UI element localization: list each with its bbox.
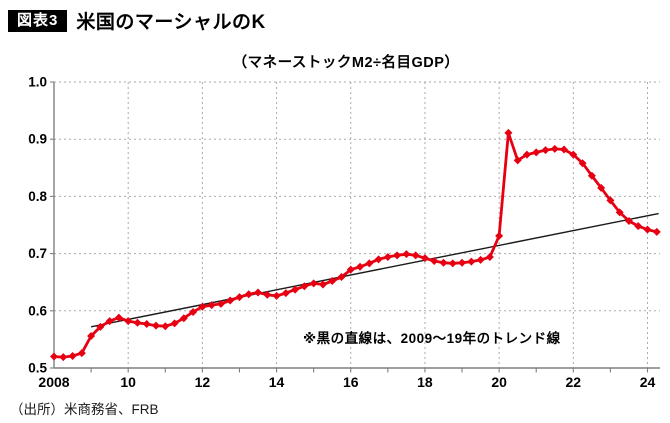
data-point-marker: [291, 285, 300, 294]
data-point-marker: [606, 196, 615, 205]
data-point-marker: [513, 156, 522, 165]
data-point-marker: [634, 222, 643, 231]
data-point-marker: [254, 288, 263, 297]
y-tick-label: 0.8: [28, 189, 47, 204]
data-point-marker: [578, 159, 587, 168]
data-point-marker: [439, 258, 448, 267]
figure-number-badge: 図表3: [8, 9, 68, 32]
data-point-marker: [337, 273, 346, 282]
data-point-marker: [226, 296, 235, 305]
y-tick-label: 0.7: [28, 246, 47, 261]
data-point-marker: [281, 289, 290, 298]
y-tick-label: 1.0: [28, 75, 47, 90]
data-point-marker: [411, 251, 420, 260]
data-point-marker: [161, 322, 170, 331]
data-point-marker: [541, 146, 550, 155]
data-point-marker: [495, 231, 504, 240]
figure-header: 図表3 米国のマーシャルのK: [8, 7, 266, 34]
data-point-marker: [430, 257, 439, 266]
data-point-marker: [476, 255, 485, 264]
figure-title: 米国のマーシャルのK: [76, 12, 266, 33]
data-point-marker: [77, 349, 86, 358]
data-point-marker: [374, 255, 383, 264]
y-tick-label: 0.9: [28, 132, 47, 147]
data-point-marker: [587, 171, 596, 180]
data-point-marker: [96, 322, 105, 331]
data-point-marker: [615, 208, 624, 217]
data-point-marker: [142, 319, 151, 328]
data-point-marker: [59, 353, 68, 362]
x-tick-label: 22: [566, 374, 582, 390]
data-point-marker: [569, 150, 578, 159]
data-point-marker: [652, 227, 661, 236]
data-point-marker: [522, 150, 531, 159]
x-tick-label: 2008: [38, 374, 69, 390]
x-tick-label: 10: [120, 374, 136, 390]
data-point-marker: [458, 258, 467, 267]
trend-note: ※黒の直線は、2009～19年のトレンド線: [303, 331, 561, 346]
data-point-marker: [207, 301, 216, 310]
data-point-marker: [235, 293, 244, 302]
x-tick-label: 14: [269, 374, 285, 390]
data-point-marker: [467, 257, 476, 266]
data-point-marker: [346, 265, 355, 274]
data-point-marker: [198, 302, 207, 311]
data-point-marker: [485, 253, 494, 262]
data-point-marker: [50, 352, 58, 361]
data-point-marker: [87, 331, 96, 340]
data-point-marker: [216, 299, 225, 308]
data-point-marker: [318, 280, 327, 289]
y-tick-label: 0.6: [28, 303, 47, 318]
x-tick-label: 12: [195, 374, 211, 390]
data-point-marker: [105, 317, 114, 326]
data-point-marker: [504, 128, 513, 137]
data-point-marker: [393, 251, 402, 260]
data-point-marker: [170, 319, 179, 328]
source-note: （出所）米商務省、FRB: [10, 402, 159, 417]
data-point-marker: [179, 314, 188, 323]
data-point-marker: [448, 259, 457, 268]
data-point-marker: [114, 313, 123, 322]
data-point-marker: [124, 317, 133, 326]
data-point-marker: [244, 290, 253, 299]
x-tick-label: 18: [417, 374, 433, 390]
data-point-marker: [189, 307, 198, 316]
data-point-marker: [365, 259, 374, 268]
data-point-marker: [402, 250, 411, 259]
x-tick-label: 20: [491, 374, 507, 390]
chart-subtitle: （マネーストックM2÷名目GDP）: [232, 55, 460, 71]
y-tick-label: 0.5: [28, 361, 47, 376]
data-point-marker: [328, 277, 337, 286]
data-point-marker: [532, 148, 541, 157]
data-point-marker: [550, 144, 559, 153]
data-point-marker: [133, 318, 142, 327]
data-point-marker: [300, 282, 309, 291]
data-point-marker: [643, 225, 652, 234]
data-point-marker: [152, 321, 161, 330]
trend-line: [90, 212, 659, 328]
data-point-marker: [560, 145, 569, 154]
data-point-marker: [597, 183, 606, 192]
data-point-marker: [356, 262, 365, 271]
x-tick-label: 16: [343, 374, 359, 390]
data-point-marker: [624, 216, 633, 225]
data-point-marker: [272, 291, 281, 300]
data-point-marker: [68, 351, 77, 360]
x-tick-label: 24: [640, 374, 656, 390]
data-point-marker: [263, 290, 272, 299]
data-point-marker: [420, 254, 429, 263]
data-point-marker: [309, 279, 318, 288]
data-point-marker: [383, 253, 392, 262]
